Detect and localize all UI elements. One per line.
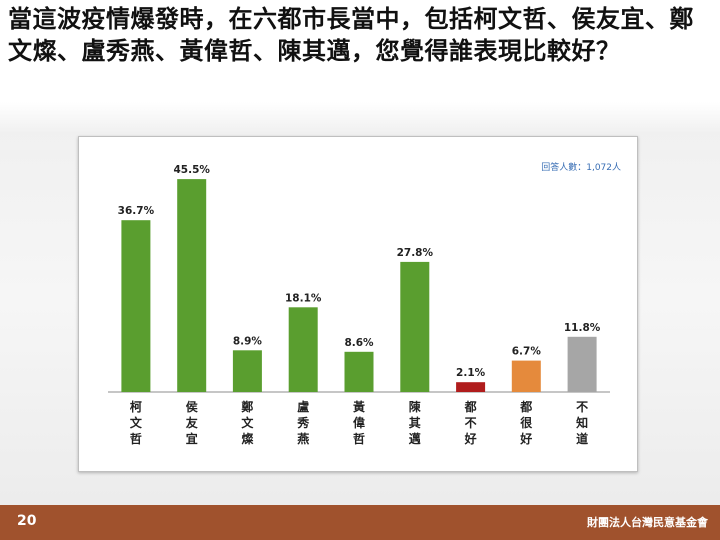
page-number: 20 [17,513,37,529]
chart-panel: 36.7% 柯文哲 45.5% 侯友宜 8.9% 鄭文燦 18.1% 盧秀燕 8.6% 黃偉哲 27… [78,136,638,472]
value-label-8: 6.7% [512,346,542,358]
footer-bar: 20 財團法人台灣民意基金會 [0,505,720,540]
value-label-9: 11.8% [564,322,601,334]
category-label-7: 都不好 [464,399,477,446]
category-label-9: 不知道 [575,400,588,446]
category-label-1: 柯文哲 [130,399,143,446]
bar-4 [288,307,318,392]
bar-7 [456,382,486,392]
value-label-4: 18.1% [285,292,322,304]
value-label-6: 27.8% [397,247,434,259]
bar-5 [344,351,374,392]
bar-6 [400,261,430,392]
category-label-3: 鄭文燦 [240,399,254,446]
bar-9 [567,336,597,392]
value-label-7: 2.1% [456,367,486,379]
category-label-6: 陳其邁 [409,399,422,446]
value-label-2: 45.5% [173,164,210,176]
category-label-8: 都很好 [519,399,532,446]
title-band [0,0,720,132]
organization-name: 財團法人台灣民意基金會 [587,516,708,529]
value-label-1: 36.7% [118,205,155,217]
bar-1 [121,220,151,392]
category-label-2: 侯友宜 [185,399,199,446]
bar-3 [232,350,262,392]
survey-question: 當這波疫情爆發時，在六都市長當中，包括柯文哲、侯友宜、鄭文燦、盧秀燕、黃偉哲、陳… [8,5,694,65]
respondent-count: 回答人數：1,072人 [541,163,621,173]
category-label-5: 黃偉哲 [352,399,365,446]
bar-8 [511,360,541,392]
bar-chart: 36.7% 柯文哲 45.5% 侯友宜 8.9% 鄭文燦 18.1% 盧秀燕 8.6% 黃偉哲 27… [108,164,610,446]
value-label-3: 8.9% [233,335,263,347]
bar-2 [177,179,207,392]
value-label-5: 8.6% [344,337,374,349]
category-label-4: 盧秀燕 [296,399,310,446]
